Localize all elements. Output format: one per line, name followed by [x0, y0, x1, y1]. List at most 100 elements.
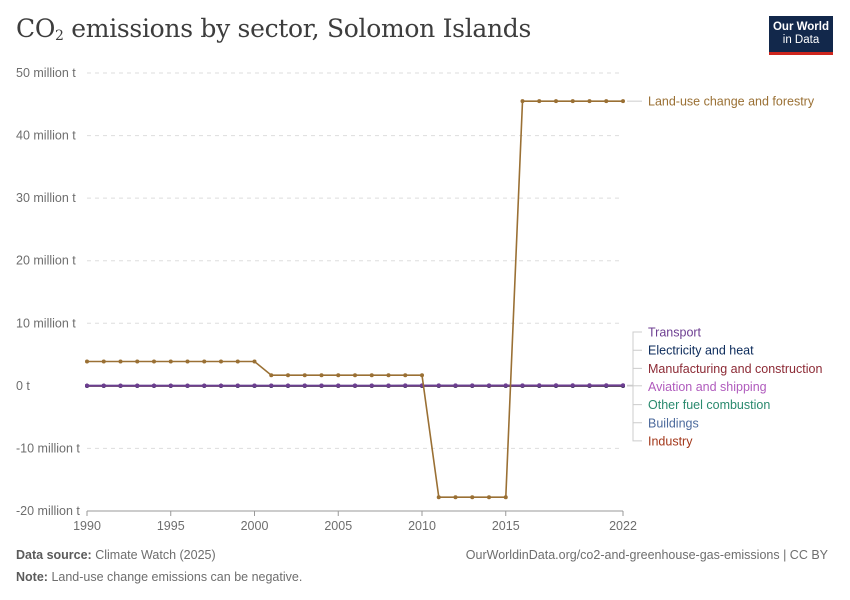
data-point[interactable] — [269, 373, 274, 378]
owid-logo[interactable]: Our World in Data — [769, 16, 833, 55]
x-tick-label: 2015 — [492, 519, 520, 533]
data-point[interactable] — [520, 99, 525, 104]
label-connector — [627, 385, 642, 442]
data-point[interactable] — [302, 383, 307, 388]
data-point[interactable] — [168, 359, 173, 364]
data-point[interactable] — [152, 359, 156, 364]
chart-note: Note: Land-use change emissions can be n… — [16, 570, 303, 584]
data-point[interactable] — [436, 383, 441, 388]
data-point[interactable] — [587, 99, 592, 104]
data-point[interactable] — [353, 383, 357, 388]
data-point[interactable] — [286, 373, 290, 378]
data-point[interactable] — [487, 495, 491, 500]
data-point[interactable] — [453, 383, 458, 388]
data-point[interactable] — [537, 383, 542, 388]
data-point[interactable] — [252, 383, 257, 388]
data-point[interactable] — [604, 99, 609, 104]
series[interactable] — [85, 99, 625, 500]
data-point[interactable] — [135, 383, 140, 388]
data-point[interactable] — [386, 373, 391, 378]
data-point[interactable] — [319, 373, 324, 378]
data-point[interactable] — [487, 383, 491, 388]
data-point[interactable] — [554, 383, 558, 388]
legend-labels[interactable]: Land-use change and forestry Transport Ele… — [627, 95, 822, 449]
data-point[interactable] — [118, 383, 123, 388]
data-point[interactable] — [386, 383, 391, 388]
data-point[interactable] — [453, 495, 458, 500]
y-tick-label: 20 million t — [16, 254, 76, 268]
data-point[interactable] — [269, 383, 274, 388]
label-connector — [627, 331, 642, 386]
data-point[interactable] — [336, 383, 341, 388]
data-point[interactable] — [319, 383, 324, 388]
series-label[interactable]: Land-use change and forestry — [648, 95, 815, 109]
data-point[interactable] — [470, 383, 475, 388]
series-transport[interactable] — [85, 383, 625, 388]
data-point[interactable] — [152, 383, 156, 388]
data-point[interactable] — [202, 359, 207, 364]
data-point[interactable] — [604, 383, 609, 388]
data-point[interactable] — [420, 373, 424, 378]
logo-line-1: Our World — [772, 21, 829, 33]
data-point[interactable] — [118, 359, 123, 364]
x-tick-label: 1990 — [73, 519, 101, 533]
data-point[interactable] — [101, 383, 106, 388]
data-point[interactable] — [436, 495, 441, 500]
data-point[interactable] — [537, 99, 542, 104]
data-point[interactable] — [85, 359, 89, 364]
data-point[interactable] — [570, 383, 575, 388]
data-point[interactable] — [369, 383, 374, 388]
data-point[interactable] — [403, 383, 408, 388]
data-point[interactable] — [219, 359, 223, 364]
line-chart: 50 million t 40 million t 30 million t 20 m… — [16, 66, 822, 533]
data-point[interactable] — [252, 359, 257, 364]
data-point[interactable] — [570, 99, 575, 104]
series-label[interactable]: Industry — [648, 434, 693, 448]
data-point[interactable] — [219, 383, 223, 388]
data-point[interactable] — [621, 383, 625, 388]
data-point[interactable] — [587, 383, 592, 388]
data-point[interactable] — [369, 373, 374, 378]
series-label[interactable]: Aviation and shipping — [648, 380, 767, 394]
data-point[interactable] — [185, 383, 190, 388]
data-point[interactable] — [520, 383, 525, 388]
series-label[interactable]: Electricity and heat — [648, 344, 754, 358]
y-tick-label: 50 million t — [16, 66, 76, 80]
data-point[interactable] — [135, 359, 140, 364]
data-point[interactable] — [286, 383, 290, 388]
data-point[interactable] — [235, 383, 240, 388]
data-point[interactable] — [185, 359, 190, 364]
data-point[interactable] — [168, 383, 173, 388]
credit-link[interactable]: OurWorldinData.org/co2-and-greenhouse-ga… — [465, 548, 828, 562]
series-land-use-change-and-forestry[interactable] — [85, 99, 625, 500]
series-label[interactable]: Buildings — [648, 416, 699, 430]
data-point[interactable] — [554, 99, 558, 104]
data-point[interactable] — [336, 373, 341, 378]
series-label[interactable]: Other fuel combustion — [648, 398, 770, 412]
data-point[interactable] — [503, 383, 508, 388]
data-point[interactable] — [85, 383, 89, 388]
y-tick-label: 10 million t — [16, 316, 76, 330]
series-label[interactable]: Transport — [648, 326, 702, 340]
y-tick-label: 30 million t — [16, 191, 76, 205]
data-point[interactable] — [353, 373, 357, 378]
y-tick-label: -10 million t — [16, 441, 80, 455]
x-tick-label: 1995 — [157, 519, 185, 533]
data-point[interactable] — [470, 495, 475, 500]
data-point[interactable] — [403, 373, 408, 378]
data-point[interactable] — [621, 99, 625, 104]
y-tick-label: -20 million t — [16, 504, 80, 518]
data-point[interactable] — [503, 495, 508, 500]
chart-title: CO2 emissions by sector, Solomon Islands — [16, 14, 532, 44]
data-point[interactable] — [302, 373, 307, 378]
y-tick-label: 0 t — [16, 379, 30, 393]
y-tick-label: 40 million t — [16, 129, 76, 143]
data-source-link[interactable]: Climate Watch (2025) — [95, 548, 216, 562]
data-point[interactable] — [235, 359, 240, 364]
x-tick-label: 2010 — [408, 519, 436, 533]
series-label[interactable]: Manufacturing and construction — [648, 362, 822, 376]
data-point[interactable] — [202, 383, 207, 388]
series-line[interactable] — [87, 100, 623, 499]
axis-ticks: 50 million t 40 million t 30 million t 20 m… — [16, 66, 637, 533]
data-point[interactable] — [101, 359, 106, 364]
